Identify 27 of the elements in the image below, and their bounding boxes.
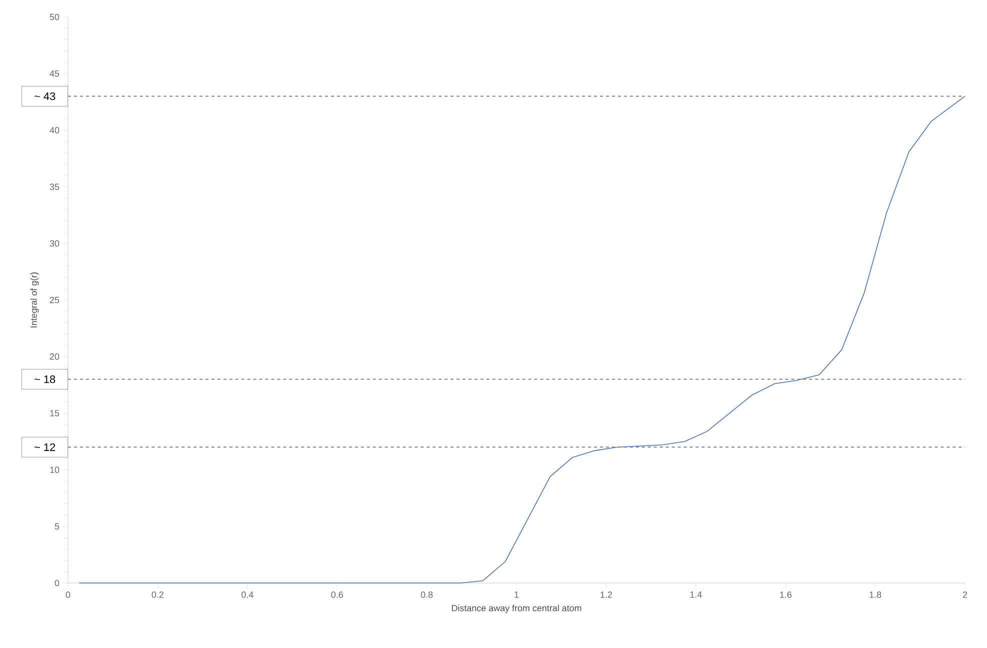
x-tick-label: 0.6 bbox=[331, 591, 343, 598]
x-tick-label: 0.4 bbox=[242, 591, 254, 598]
y-tick-label: 20 bbox=[50, 353, 60, 360]
x-tick-label: 1 bbox=[514, 592, 519, 598]
x-axis-title: Distance away from central atom bbox=[452, 604, 582, 614]
ref-line-label: ~ 43 bbox=[34, 92, 56, 100]
x-tick-label: 0 bbox=[66, 591, 70, 598]
y-tick-label: 10 bbox=[50, 466, 60, 473]
y-tick-label: 15 bbox=[50, 410, 60, 416]
y-tick-label: 0 bbox=[54, 580, 60, 586]
y-tick-label: 45 bbox=[50, 70, 60, 77]
x-tick-label: 1.4 bbox=[690, 592, 702, 598]
y-tick-label: 5 bbox=[54, 523, 60, 530]
x-tick-label: 1.2 bbox=[600, 591, 612, 598]
y-tick-label: 30 bbox=[50, 240, 60, 247]
x-tick-label: 2 bbox=[962, 591, 968, 598]
y-tick-label: 50 bbox=[50, 14, 60, 20]
ref-line-label: ~ 12 bbox=[34, 443, 56, 451]
x-tick-label: 1.8 bbox=[870, 591, 882, 598]
y-axis-title: Integral of g(r) bbox=[30, 272, 39, 328]
x-tick-label: 0.8 bbox=[420, 591, 433, 598]
y-tick-label: 25 bbox=[50, 296, 60, 304]
y-tick-label: 35 bbox=[50, 184, 60, 190]
x-tick-label: 1.6 bbox=[780, 591, 792, 598]
ref-line-label: ~ 18 bbox=[34, 375, 56, 384]
x-tick-label: 0.2 bbox=[152, 591, 164, 598]
y-tick-label: 40 bbox=[50, 127, 60, 134]
